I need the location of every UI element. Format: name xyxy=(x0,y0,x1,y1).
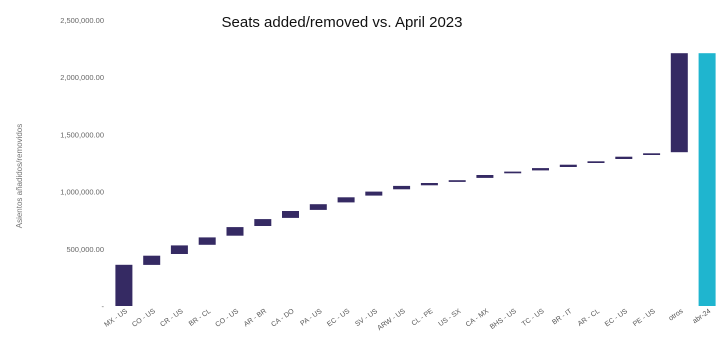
waterfall-bar xyxy=(504,171,522,174)
y-axis-ticks: - 500,000.00 1,000,000.00 1,500,000.00 2,000… xyxy=(60,16,104,311)
waterfall-bar xyxy=(309,204,327,210)
total-bar xyxy=(698,53,716,307)
waterfall-bar xyxy=(643,153,661,155)
x-category-label: otros xyxy=(668,308,685,323)
waterfall-bar xyxy=(559,164,577,167)
chart-title: Seats added/removed vs. April 2023 xyxy=(222,14,463,31)
x-category-label: TC - US xyxy=(521,308,546,328)
x-category-label: US - SX xyxy=(438,308,463,328)
x-category-label: abr-24 xyxy=(692,308,713,325)
waterfall-bar xyxy=(587,161,605,163)
y-tick-label: 2,500,000.00 xyxy=(60,16,104,25)
x-category-label: CO - US xyxy=(214,308,240,329)
x-category-label: CA - DO xyxy=(270,308,296,329)
x-category-label: ARW - US xyxy=(376,308,407,332)
waterfall-bar xyxy=(198,237,216,245)
x-category-label: PE - US xyxy=(632,308,657,328)
x-category-label: SV - US xyxy=(354,308,379,328)
waterfall-bar xyxy=(476,175,494,178)
x-category-label: BHS - US xyxy=(489,308,518,331)
y-tick-label: 1,500,000.00 xyxy=(60,130,104,139)
waterfall-bar xyxy=(282,211,299,218)
x-category-label: CL - PE xyxy=(411,308,435,328)
x-category-label: AR - CL xyxy=(577,308,601,328)
x-category-label: CR - US xyxy=(159,308,185,329)
bars-group xyxy=(115,53,716,307)
x-category-label: PA - US xyxy=(299,308,323,328)
y-axis-title: Asientos añadidos/removidos xyxy=(15,124,24,229)
waterfall-bar xyxy=(143,255,161,265)
y-tick-label: 1,000,000.00 xyxy=(60,188,104,197)
waterfall-bar xyxy=(532,168,549,171)
y-tick-label: 2,000,000.00 xyxy=(60,73,104,82)
y-tick-label: - xyxy=(102,302,105,311)
waterfall-bar xyxy=(254,219,272,226)
x-category-label: BR - IT xyxy=(551,307,574,326)
waterfall-bar xyxy=(420,183,438,186)
waterfall-bar xyxy=(365,191,383,196)
waterfall-bar xyxy=(615,156,633,159)
waterfall-bar xyxy=(393,185,411,190)
waterfall-bar xyxy=(448,180,466,182)
x-axis-labels: MX - US CO - US CR - US BR - CL CO - US AR - … xyxy=(103,307,712,332)
x-category-label: EC - US xyxy=(604,308,629,329)
x-category-label: BR - CL xyxy=(188,308,212,328)
waterfall-bar xyxy=(226,227,244,236)
x-category-label: AR - BR xyxy=(243,308,268,328)
x-category-label: MX - US xyxy=(103,308,129,329)
waterfall-bar xyxy=(115,264,133,306)
x-category-label: EC - US xyxy=(326,308,351,329)
y-tick-label: 500,000.00 xyxy=(66,245,104,254)
x-category-label: CA - MX xyxy=(465,308,491,329)
waterfall-bar xyxy=(670,53,688,153)
waterfall-bar xyxy=(170,245,188,254)
waterfall-bar xyxy=(337,197,355,203)
x-category-label: CO - US xyxy=(131,308,157,329)
